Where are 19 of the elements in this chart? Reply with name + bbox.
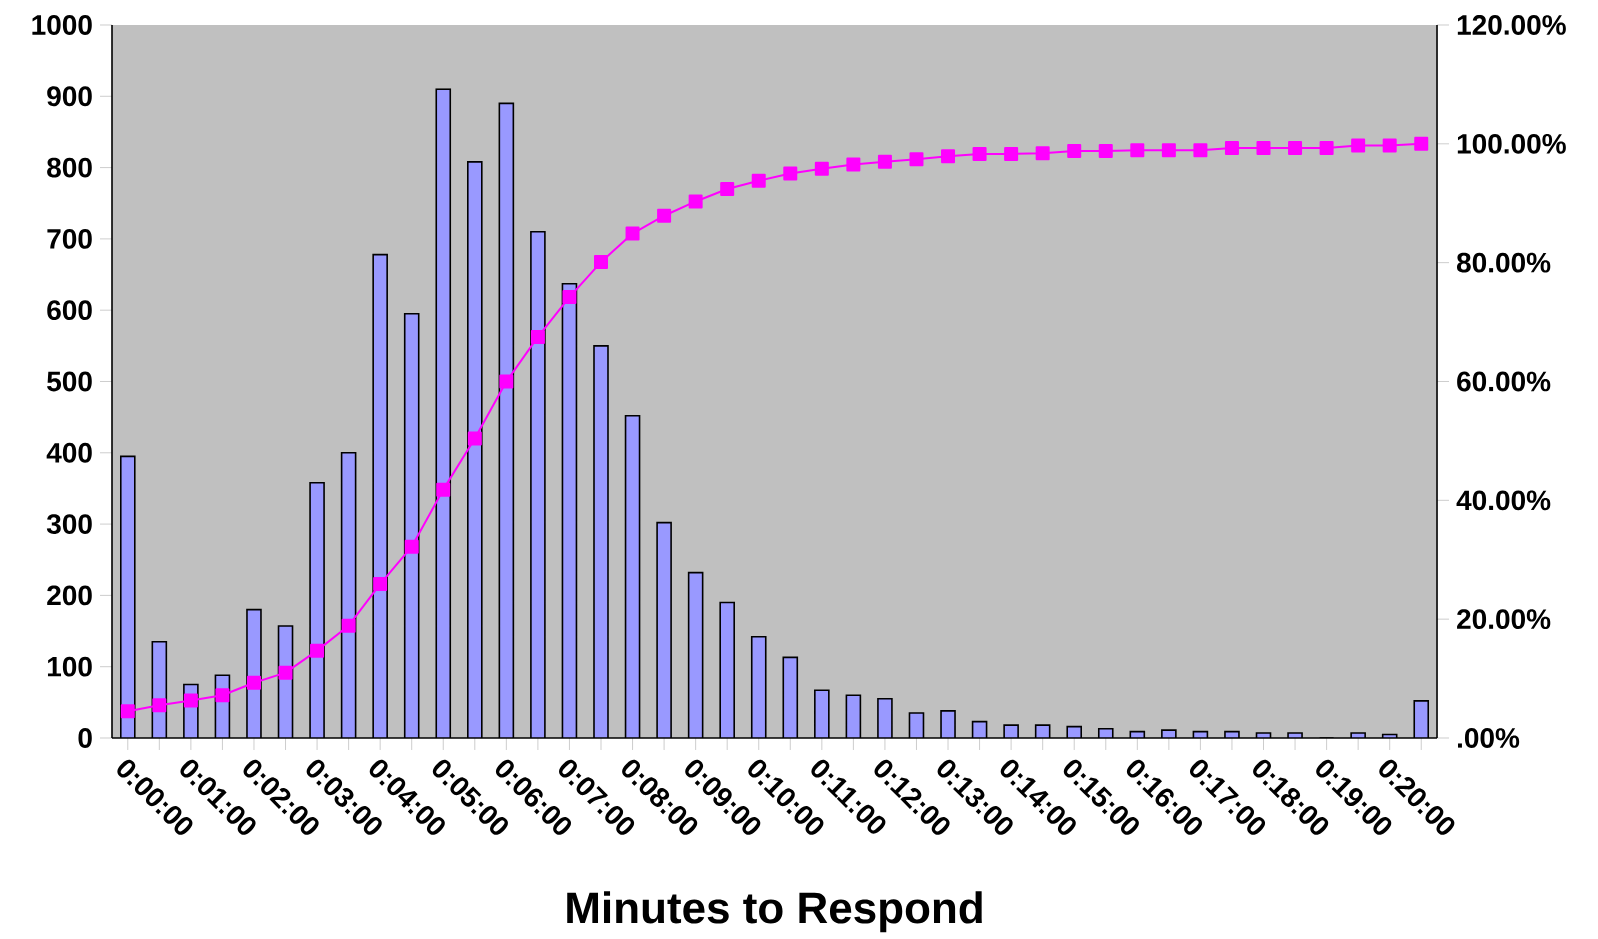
y-tick-label: 800 xyxy=(47,157,92,178)
x-axis-title: Minutes to Respond xyxy=(567,891,982,933)
y2-tick-label: .00% xyxy=(1458,728,1520,748)
y-tick-label: 900 xyxy=(47,86,92,107)
y-tick-label: 400 xyxy=(46,442,92,463)
y2-tick-label: 120.00% xyxy=(1457,15,1566,35)
y2-tick-label: 20.00% xyxy=(1457,609,1551,630)
y-tick-label: 700 xyxy=(47,229,92,249)
y2-tick-label: 40.00% xyxy=(1456,490,1551,511)
y2-tick-label: 60.00% xyxy=(1457,371,1551,392)
y-tick-label: 200 xyxy=(47,585,92,606)
y-tick-label: 600 xyxy=(47,300,92,321)
y-tick-label: 100 xyxy=(47,656,92,677)
y-tick-label: 500 xyxy=(47,371,92,392)
y-tick-label: 1000 xyxy=(32,15,92,35)
y-tick-label: 300 xyxy=(46,514,92,535)
y2-tick-label: 80.00% xyxy=(1456,252,1551,273)
y2-tick-label: 100.00% xyxy=(1457,133,1566,154)
y-tick-label: 0 xyxy=(78,728,92,748)
